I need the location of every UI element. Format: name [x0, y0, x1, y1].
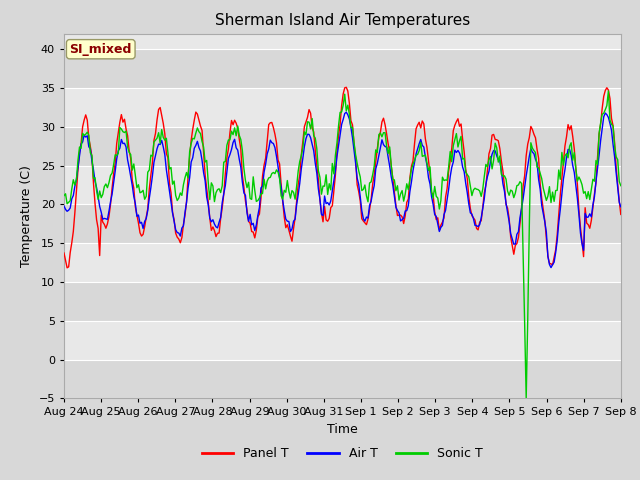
Bar — [64, 243, 621, 282]
Sonic T — [254, 198, 262, 204]
Air T — [547, 265, 555, 271]
Sonic T — [303, 119, 311, 125]
Panel T — [305, 107, 313, 112]
Sonic T — [588, 187, 595, 192]
X-axis label: Time: Time — [327, 423, 358, 436]
Sonic T — [617, 183, 625, 189]
Panel T — [589, 205, 596, 211]
Air T — [60, 203, 68, 209]
Sonic T — [60, 193, 68, 199]
Bar — [64, 166, 621, 204]
Sonic T — [226, 137, 234, 143]
Title: Sherman Island Air Temperatures: Sherman Island Air Temperatures — [215, 13, 470, 28]
Sonic T — [129, 167, 136, 173]
Legend: Panel T, Air T, Sonic T: Panel T, Air T, Sonic T — [196, 442, 488, 465]
Panel T — [60, 250, 68, 256]
Panel T — [617, 212, 625, 217]
Sonic T — [605, 88, 612, 94]
Panel T — [63, 265, 71, 271]
Panel T — [246, 220, 254, 226]
Air T — [303, 132, 311, 137]
Air T — [254, 212, 262, 218]
Bar — [64, 127, 621, 166]
Bar — [64, 321, 621, 360]
Line: Panel T: Panel T — [64, 87, 621, 268]
Sonic T — [522, 396, 530, 401]
Panel T — [255, 211, 263, 217]
Bar — [64, 360, 621, 398]
Bar — [64, 88, 621, 127]
Air T — [129, 182, 136, 188]
Panel T — [130, 185, 138, 191]
Sonic T — [244, 180, 252, 185]
Air T — [244, 218, 252, 224]
Text: SI_mixed: SI_mixed — [70, 43, 132, 56]
Bar — [64, 204, 621, 243]
Air T — [342, 109, 350, 115]
Air T — [617, 204, 625, 210]
Air T — [226, 152, 234, 157]
Line: Air T: Air T — [64, 112, 621, 268]
Panel T — [342, 84, 350, 90]
Bar — [64, 49, 621, 88]
Y-axis label: Temperature (C): Temperature (C) — [20, 165, 33, 267]
Panel T — [228, 118, 236, 123]
Bar — [64, 282, 621, 321]
Line: Sonic T: Sonic T — [64, 91, 621, 398]
Air T — [589, 202, 596, 208]
